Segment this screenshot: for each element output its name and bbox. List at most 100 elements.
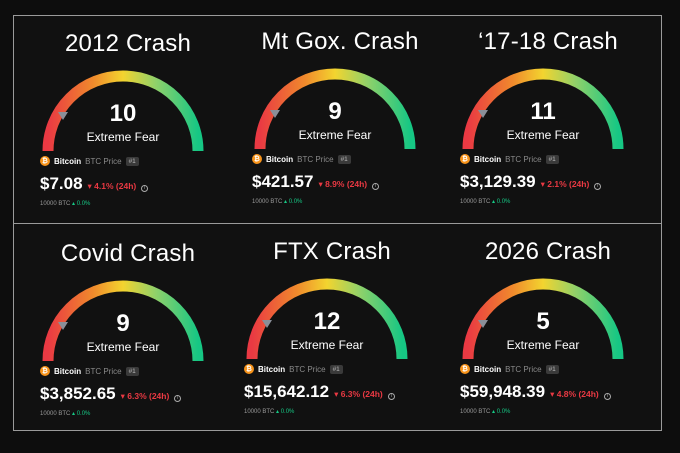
triangle-down-icon xyxy=(58,112,68,120)
info-icon[interactable]: i xyxy=(387,392,395,400)
btc-price: $7.08 xyxy=(40,174,83,193)
volume-row: 10000 BTC ▴ 0.0% xyxy=(40,200,90,207)
fear-greed-card-2017-18: ‘17-18 Crash 11 Extreme Fear ₿ Bitcoin B… xyxy=(440,20,656,228)
fear-greed-gauge xyxy=(462,278,624,360)
asset-name[interactable]: Bitcoin xyxy=(474,154,502,164)
asset-name[interactable]: Bitcoin xyxy=(258,364,286,374)
sentiment-label: Extreme Fear xyxy=(506,128,580,142)
fear-greed-gauge xyxy=(246,278,408,360)
fear-greed-gauge xyxy=(462,68,624,150)
volume-change: ▴ 0.0% xyxy=(72,201,91,207)
price-row: $15,642.12 ▾ 6.3% (24h) i xyxy=(244,382,395,402)
info-icon[interactable]: i xyxy=(372,182,380,190)
price-row: $3,129.39 ▾ 2.1% (24h) i xyxy=(460,172,602,192)
card-title: Mt Gox. Crash xyxy=(261,28,419,55)
card-title: ‘17-18 Crash xyxy=(478,28,618,55)
bitcoin-icon: ₿ xyxy=(40,366,50,376)
fear-greed-gauge xyxy=(42,70,204,152)
asset-row: ₿ Bitcoin BTC Price #1 xyxy=(40,156,139,166)
price-change-24h: ▾ 6.3% (24h) xyxy=(334,389,383,399)
volume-value: 10000 BTC xyxy=(40,411,71,417)
fear-greed-card-mt-gox: Mt Gox. Crash 9 Extreme Fear ₿ Bitcoin B… xyxy=(232,20,448,228)
price-change-24h: ▾ 8.9% (24h) xyxy=(318,179,368,189)
volume-value: 10000 BTC xyxy=(252,199,283,205)
rank-badge: #1 xyxy=(125,366,139,376)
asset-sub: BTC Price xyxy=(505,154,542,164)
volume-row: 10000 BTC ▴ 0.0% xyxy=(460,408,510,415)
info-icon[interactable]: i xyxy=(594,182,602,190)
info-icon[interactable]: i xyxy=(141,184,149,192)
gauge-arc xyxy=(254,68,416,150)
price-change-24h: ▾ 4.1% (24h) xyxy=(87,181,137,191)
asset-name[interactable]: Bitcoin xyxy=(54,156,82,166)
triangle-down-icon xyxy=(478,320,488,328)
price-row: $421.57 ▾ 8.9% (24h) i xyxy=(252,172,380,192)
card-title: Covid Crash xyxy=(60,240,196,267)
btc-price: $15,642.12 xyxy=(244,382,330,401)
card-title: FTX Crash xyxy=(273,238,391,265)
btc-price: $3,129.39 xyxy=(460,172,536,191)
triangle-down-icon xyxy=(262,320,272,328)
fear-greed-value: 12 xyxy=(313,308,341,335)
asset-sub: BTC Price xyxy=(297,154,334,164)
volume-value: 10000 BTC xyxy=(460,409,491,415)
triangle-down-icon xyxy=(270,110,280,118)
gauge-arc xyxy=(42,280,204,362)
asset-sub: BTC Price xyxy=(505,364,542,374)
volume-row: 10000 BTC ▴ 0.0% xyxy=(40,410,90,417)
price-row: $7.08 ▾ 4.1% (24h) i xyxy=(40,174,149,194)
info-icon[interactable]: i xyxy=(174,394,182,402)
row-divider xyxy=(13,223,662,224)
sentiment-label: Extreme Fear xyxy=(86,340,160,354)
rank-badge: #1 xyxy=(337,154,351,164)
triangle-down-icon xyxy=(58,322,68,330)
info-icon[interactable]: i xyxy=(603,392,611,400)
gauge-arc xyxy=(42,70,204,152)
volume-row: 10000 BTC ▴ 0.0% xyxy=(252,198,302,205)
asset-row: ₿ Bitcoin BTC Price #1 xyxy=(244,364,343,374)
volume-value: 10000 BTC xyxy=(40,201,71,207)
gauge-arc xyxy=(462,68,624,150)
volume-change: ▴ 0.0% xyxy=(284,199,303,205)
volume-change: ▴ 0.0% xyxy=(72,411,91,417)
sentiment-label: Extreme Fear xyxy=(290,338,364,352)
asset-name[interactable]: Bitcoin xyxy=(54,366,82,376)
price-change-24h: ▾ 2.1% (24h) xyxy=(540,179,590,189)
asset-name[interactable]: Bitcoin xyxy=(266,154,294,164)
sentiment-label: Extreme Fear xyxy=(86,130,160,144)
card-title: 2012 Crash xyxy=(64,30,192,57)
triangle-down-icon xyxy=(478,110,488,118)
asset-sub: BTC Price xyxy=(85,366,122,376)
gauge-arc xyxy=(246,278,408,360)
rank-badge: #1 xyxy=(125,156,139,166)
fear-greed-gauge xyxy=(42,280,204,362)
fear-greed-gauge xyxy=(254,68,416,150)
bitcoin-icon: ₿ xyxy=(460,364,470,374)
fear-greed-card-2026: 2026 Crash 5 Extreme Fear ₿ Bitcoin BTC … xyxy=(440,230,656,438)
btc-price: $59,948.39 xyxy=(460,382,546,401)
price-change-24h: ▾ 6.3% (24h) xyxy=(120,391,170,401)
asset-name[interactable]: Bitcoin xyxy=(474,364,502,374)
card-title: 2026 Crash xyxy=(484,238,612,265)
price-row: $3,852.65 ▾ 6.3% (24h) i xyxy=(40,384,182,404)
volume-value: 10000 BTC xyxy=(244,409,275,415)
volume-change: ▴ 0.0% xyxy=(492,409,511,415)
asset-row: ₿ Bitcoin BTC Price #1 xyxy=(252,154,351,164)
asset-row: ₿ Bitcoin BTC Price #1 xyxy=(460,364,559,374)
fear-greed-card-covid: Covid Crash 9 Extreme Fear ₿ Bitcoin BTC… xyxy=(20,232,236,440)
fear-greed-value: 10 xyxy=(109,100,137,127)
asset-row: ₿ Bitcoin BTC Price #1 xyxy=(40,366,139,376)
fear-greed-value: 5 xyxy=(536,308,550,335)
price-change-24h: ▾ 4.8% (24h) xyxy=(550,389,599,399)
btc-price: $3,852.65 xyxy=(40,384,116,403)
bitcoin-icon: ₿ xyxy=(40,156,50,166)
rank-badge: #1 xyxy=(545,364,559,374)
fear-greed-card-ftx: FTX Crash 12 Extreme Fear ₿ Bitcoin BTC … xyxy=(224,230,440,438)
fear-greed-card-2012: 2012 Crash 10 Extreme Fear ₿ Bitcoin BTC… xyxy=(20,22,236,230)
volume-change: ▴ 0.0% xyxy=(492,199,511,205)
bitcoin-icon: ₿ xyxy=(252,154,262,164)
btc-price: $421.57 xyxy=(252,172,314,191)
volume-row: 10000 BTC ▴ 0.0% xyxy=(460,198,510,205)
volume-change: ▴ 0.0% xyxy=(276,409,295,415)
fear-greed-value: 9 xyxy=(328,98,342,125)
